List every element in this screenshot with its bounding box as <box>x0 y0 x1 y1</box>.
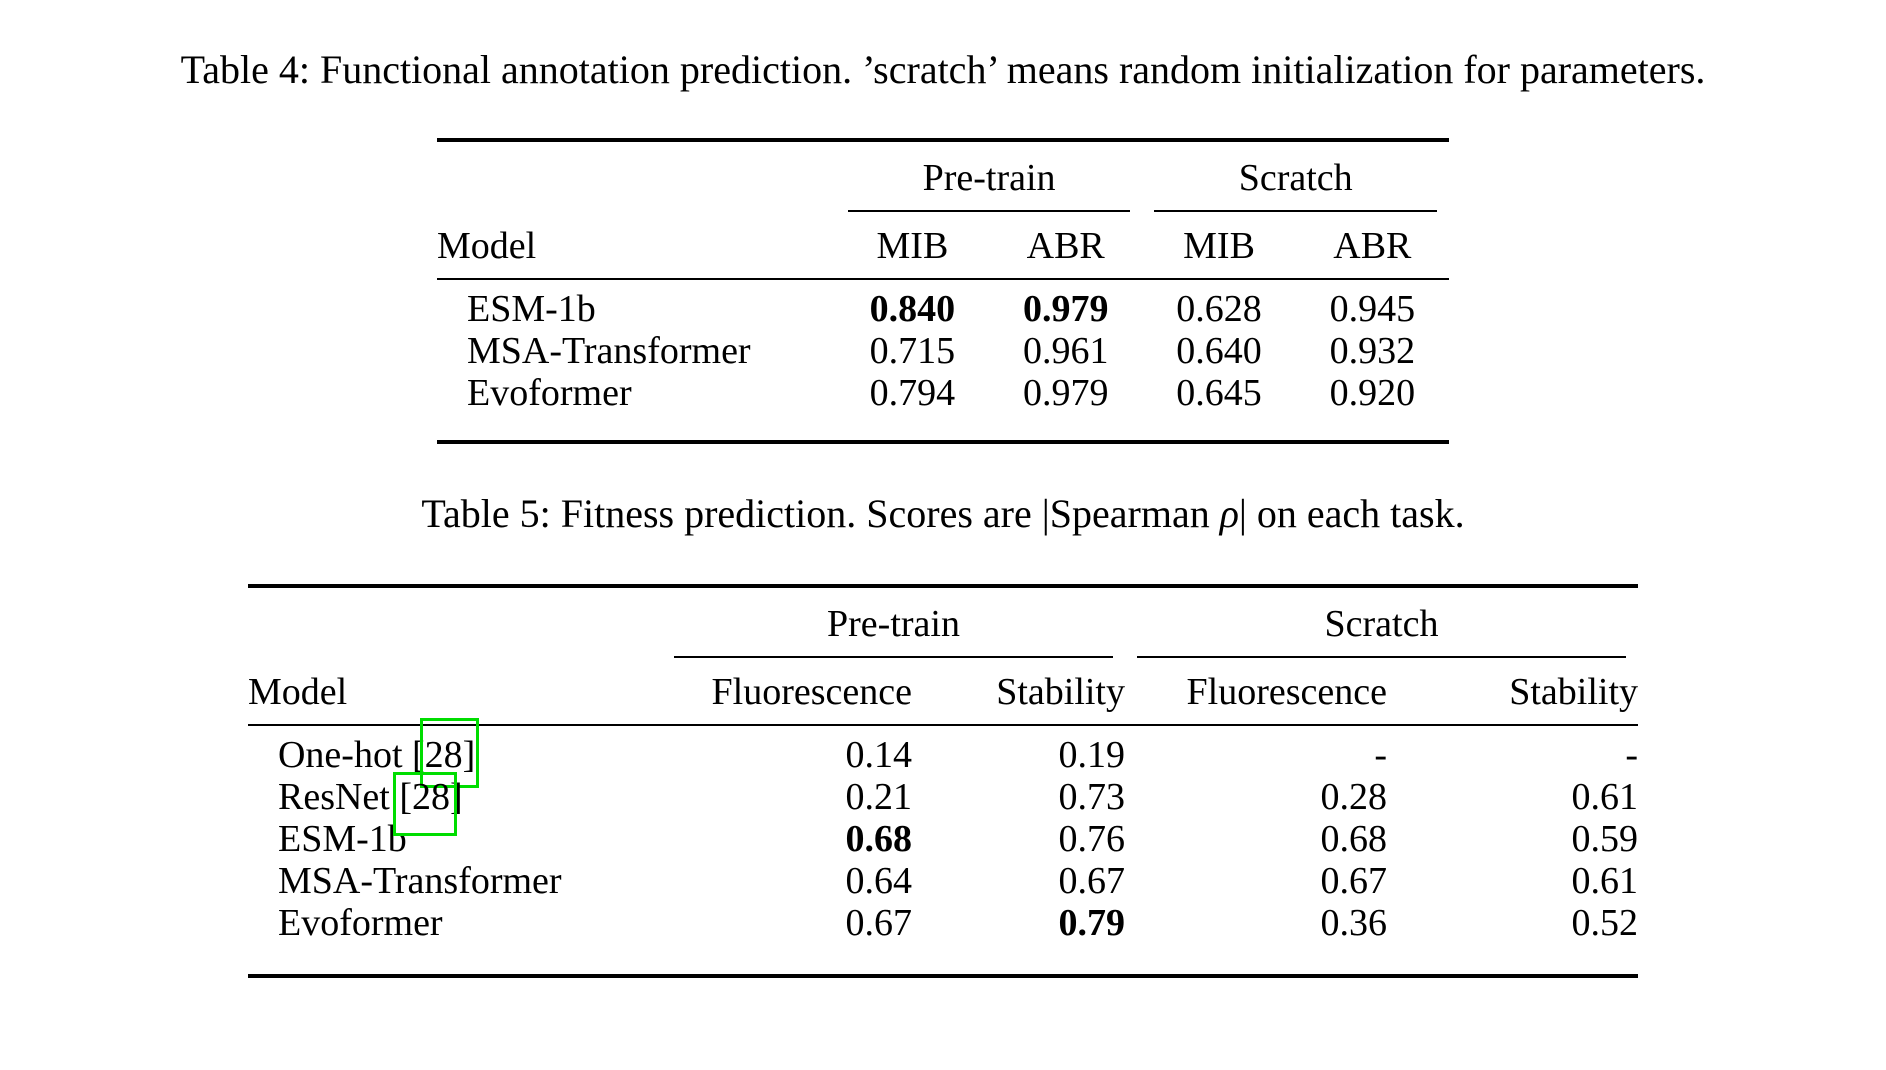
cell-scratch-stability: - <box>1625 734 1639 776</box>
cell-pretrain-stability: 0.79 <box>1058 902 1126 944</box>
table5-caption: Table 5: Fitness prediction. Scores are … <box>0 488 1886 540</box>
cell-pretrain-abr: 0.979 <box>1022 372 1109 414</box>
table4-header-pretrain-mib: MIB <box>835 212 990 280</box>
table5-group-header-pretrain: Pre-train <box>673 604 1113 658</box>
table-row-evoformer: Evoformer 0.794 0.979 0.645 0.920 <box>437 372 1449 442</box>
cell-scratch-stability: 0.59 <box>1571 818 1639 860</box>
table5-group-header-scratch: Scratch <box>1137 604 1627 658</box>
model-name: Evoformer <box>277 902 443 944</box>
model-name: One-hot <box>277 734 413 776</box>
cell-scratch-fluorescence: 0.36 <box>1320 902 1388 944</box>
table4-group-header-pretrain: Pre-train <box>847 158 1131 212</box>
table-row-esm1b: ESM-1b 0.68 0.76 0.68 0.59 <box>248 818 1638 860</box>
cell-pretrain-abr: 0.979 <box>1022 288 1109 330</box>
table-row-msa-transformer: MSA-Transformer 0.715 0.961 0.640 0.932 <box>437 330 1449 372</box>
cell-scratch-abr: 0.945 <box>1329 288 1416 330</box>
table5-fitness-prediction: Pre-train Scratch Model Fluorescence Sta… <box>247 584 1639 978</box>
paper-page: { "colors": { "citation-border": "#00dd0… <box>0 44 1886 1070</box>
cell-scratch-fluorescence: 0.28 <box>1320 776 1388 818</box>
table4-group-header-row: Pre-train Scratch <box>437 140 1449 212</box>
model-name: Evoformer <box>467 372 632 414</box>
table5-empty-corner <box>248 586 662 658</box>
table5-group-header-row: Pre-train Scratch <box>248 586 1638 658</box>
table5-header-model: Model <box>247 658 662 726</box>
model-name: ESM-1b <box>467 288 596 330</box>
cell-pretrain-stability: 0.67 <box>1058 860 1126 902</box>
cell-scratch-fluorescence: 0.68 <box>1320 818 1388 860</box>
table5-caption-prefix: Table 5: Fitness prediction. Scores are … <box>421 491 1220 536</box>
citation-label: [28] <box>399 776 463 818</box>
cell-pretrain-fluorescence: 0.14 <box>845 734 912 776</box>
cell-scratch-abr: 0.932 <box>1329 330 1416 372</box>
citation-link-28[interactable]: [28] <box>412 718 480 788</box>
model-name: ResNet <box>277 776 400 818</box>
cell-pretrain-stability: 0.73 <box>1058 776 1126 818</box>
table-row-msa-transformer: MSA-Transformer 0.64 0.67 0.67 0.61 <box>248 860 1638 902</box>
table4-group-header-scratch: Scratch <box>1154 158 1437 212</box>
table5-header-scratch-stability: Stability <box>1387 658 1639 726</box>
cell-scratch-fluorescence: 0.67 <box>1320 860 1388 902</box>
model-name: MSA-Transformer <box>467 330 751 372</box>
table5-header-pretrain-fluorescence: Fluorescence <box>661 658 912 726</box>
cell-scratch-abr: 0.920 <box>1329 372 1416 414</box>
table4-header-scratch-abr: ABR <box>1295 212 1449 280</box>
model-name: MSA-Transformer <box>277 860 562 902</box>
table5-column-header-row: Model Fluorescence Stability Fluorescenc… <box>247 658 1639 726</box>
cell-pretrain-stability: 0.76 <box>1058 818 1126 860</box>
table4-column-header-row: Model MIB ABR MIB ABR <box>437 212 1449 280</box>
cell-scratch-mib: 0.645 <box>1176 372 1262 414</box>
table4-header-model: Model <box>437 212 836 280</box>
cell-pretrain-stability: 0.19 <box>1058 734 1126 776</box>
citation-link-28[interactable]: [28] <box>393 772 463 836</box>
spearman-rho-symbol: ρ <box>1219 491 1239 536</box>
cell-pretrain-mib: 0.840 <box>869 288 956 330</box>
cell-scratch-stability: 0.61 <box>1571 776 1639 818</box>
cell-pretrain-abr: 0.961 <box>1022 330 1109 372</box>
table-row-esm1b: ESM-1b 0.840 0.979 0.628 0.945 <box>437 279 1449 330</box>
cell-scratch-fluorescence: - <box>1374 734 1387 776</box>
model-name: ESM-1b <box>277 818 407 860</box>
cell-pretrain-fluorescence: 0.64 <box>845 860 912 902</box>
table4-header-pretrain-abr: ABR <box>989 212 1143 280</box>
cell-scratch-stability: 0.52 <box>1571 902 1639 944</box>
cell-pretrain-fluorescence: 0.67 <box>845 902 912 944</box>
cell-scratch-mib: 0.628 <box>1176 288 1262 330</box>
table5-header-scratch-fluorescence: Fluorescence <box>1125 658 1387 726</box>
cell-pretrain-mib: 0.715 <box>869 330 956 372</box>
table-row-one-hot: One-hot [28] 0.14 0.19 - - <box>248 718 1639 788</box>
table-row-evoformer: Evoformer 0.67 0.79 0.36 0.52 <box>248 902 1638 976</box>
cell-scratch-mib: 0.640 <box>1176 330 1262 372</box>
table5-caption-suffix: | on each task. <box>1238 491 1465 536</box>
table4-header-scratch-mib: MIB <box>1142 212 1296 280</box>
cell-pretrain-mib: 0.794 <box>869 372 956 414</box>
table5-header-pretrain-stability: Stability <box>911 658 1125 726</box>
table4-functional-annotation: Pre-train Scratch Model MIB ABR MIB ABR … <box>437 138 1449 444</box>
table4-empty-corner <box>437 140 836 212</box>
table4-caption: Table 4: Functional annotation predictio… <box>180 47 1706 92</box>
cell-scratch-stability: 0.61 <box>1571 860 1639 902</box>
table-row-resnet: ResNet [28] 0.21 0.73 0.28 0.61 <box>248 772 1639 836</box>
citation-label: [28] <box>412 734 476 776</box>
cell-pretrain-fluorescence: 0.68 <box>845 818 912 860</box>
cell-pretrain-fluorescence: 0.21 <box>845 776 912 818</box>
